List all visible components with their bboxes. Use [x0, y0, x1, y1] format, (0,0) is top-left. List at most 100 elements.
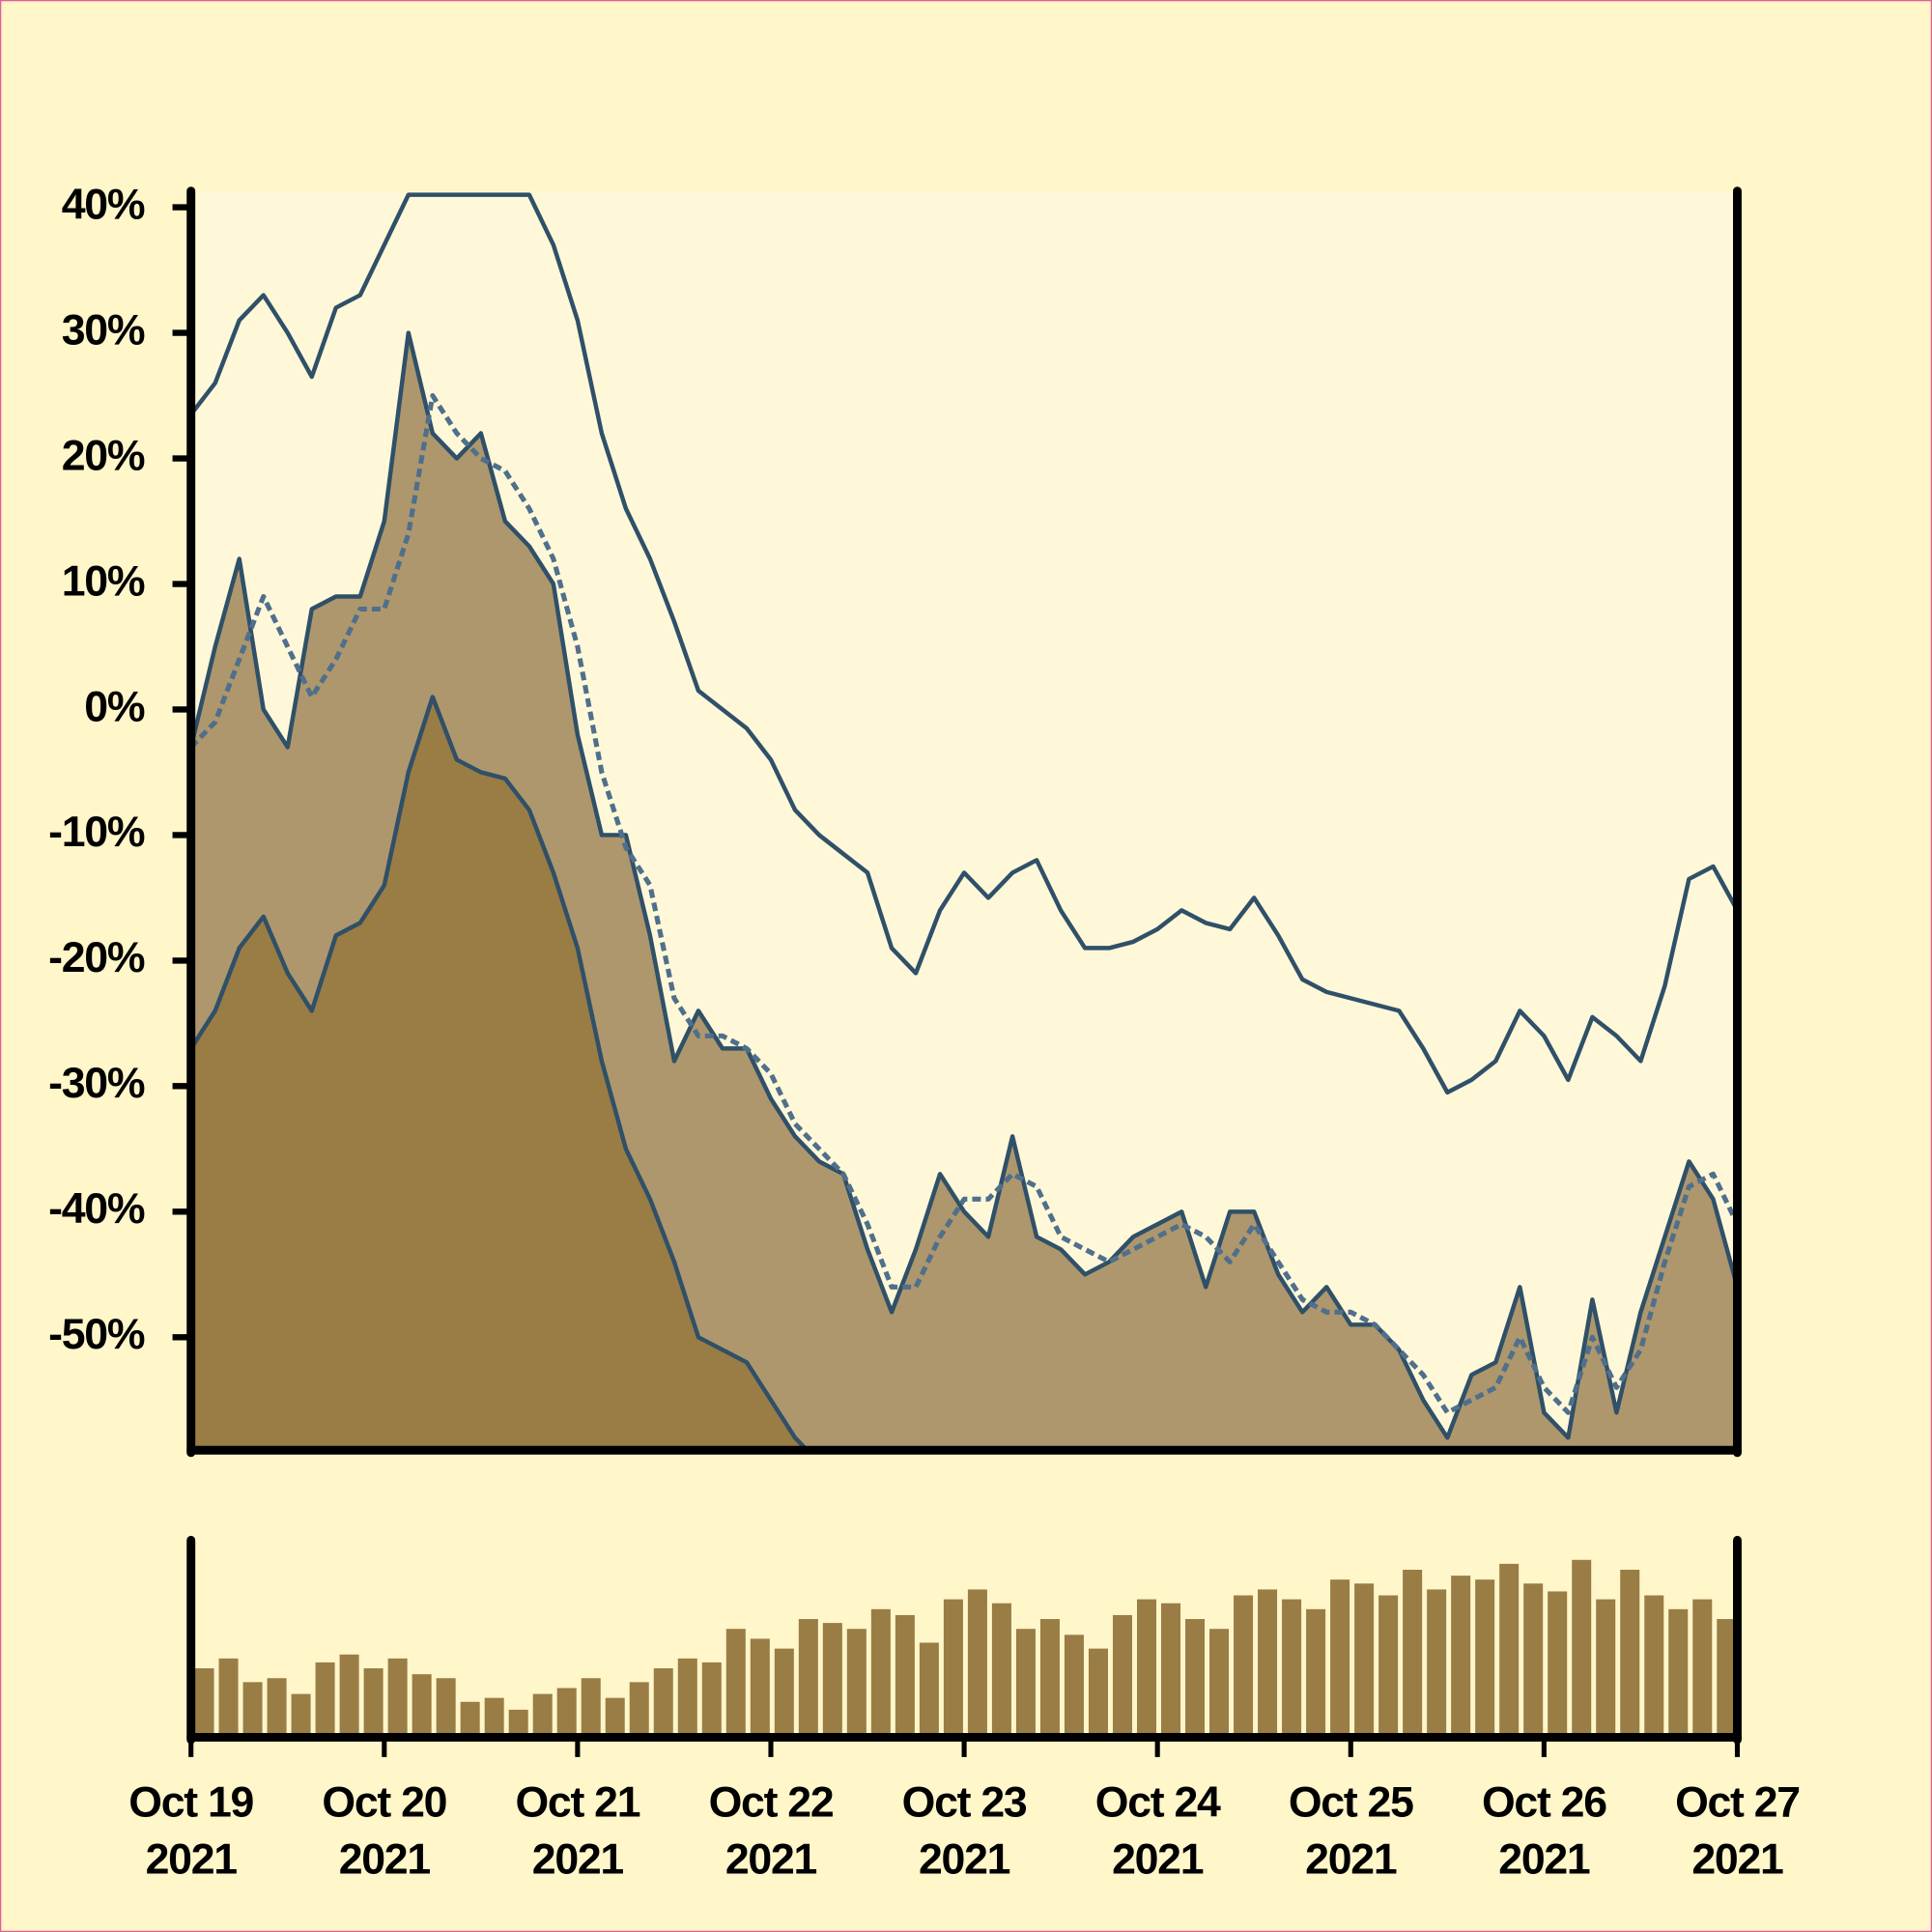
volume-panel [194, 1559, 1737, 1738]
volume-bar [943, 1599, 963, 1738]
x-tick-label-line: Oct 20 [322, 1778, 446, 1826]
x-tick-label-line: Oct 25 [1289, 1778, 1413, 1826]
volume-bar [267, 1678, 287, 1738]
volume-bar [194, 1668, 214, 1738]
volume-bar [242, 1682, 263, 1738]
volume-bar [1330, 1579, 1350, 1738]
volume-bar [412, 1674, 432, 1738]
volume-bar [967, 1589, 987, 1738]
x-tick-label-line: 2021 [146, 1835, 238, 1883]
volume-bar [1403, 1570, 1423, 1738]
volume-bar [846, 1629, 867, 1738]
x-tick-label-line: 2021 [532, 1835, 624, 1883]
volume-bar [508, 1709, 528, 1738]
x-tick-label: Oct 27 2021 [1675, 1778, 1800, 1883]
x-tick-label: Oct 26 2021 [1482, 1778, 1606, 1883]
y-tick-label: 30% [62, 306, 145, 354]
volume-bar [1548, 1591, 1568, 1738]
volume-bar [363, 1668, 384, 1738]
volume-bar [798, 1619, 818, 1738]
volume-bar [484, 1697, 504, 1738]
x-tick-label: Oct 19 2021 [128, 1778, 253, 1883]
volume-bar [1354, 1583, 1375, 1738]
y-tick-label: 0% [84, 683, 145, 730]
volume-bar [701, 1662, 722, 1738]
volume-bar [1088, 1648, 1108, 1738]
x-tick-label-line: Oct 24 [1095, 1778, 1221, 1826]
volume-bar [581, 1678, 601, 1738]
x-tick-label-line: 2021 [1498, 1835, 1590, 1883]
y-tick-label: -50% [48, 1311, 145, 1358]
volume-bar [1234, 1595, 1254, 1738]
y-tick-label: 20% [62, 432, 145, 479]
volume-bar [1161, 1603, 1181, 1738]
volume-bar [895, 1614, 915, 1738]
volume-bar [1692, 1599, 1713, 1738]
y-tick-label: 10% [62, 557, 145, 605]
x-tick-label: Oct 24 2021 [1095, 1778, 1221, 1883]
volume-bar [339, 1654, 359, 1738]
volume-bar [1282, 1599, 1302, 1738]
volume-bar [653, 1668, 673, 1738]
volume-bar [460, 1701, 480, 1738]
volume-bar [532, 1693, 553, 1738]
volume-bar [1064, 1634, 1084, 1738]
volume-bar [1451, 1576, 1471, 1738]
x-tick-label: Oct 20 2021 [322, 1778, 446, 1883]
y-tick-label: -20% [48, 934, 145, 981]
volume-bar [1717, 1619, 1737, 1738]
volume-bar [1596, 1599, 1616, 1738]
x-tick-label-line: Oct 26 [1482, 1778, 1606, 1826]
volume-bar [218, 1658, 239, 1738]
x-tick-label-line: Oct 19 [128, 1778, 253, 1826]
upper-line [190, 192, 1738, 1095]
volume-bar [1572, 1559, 1592, 1738]
volume-bar [725, 1629, 746, 1738]
volume-bar [556, 1688, 577, 1738]
x-tick-label: Oct 23 2021 [902, 1778, 1027, 1883]
volume-bar [1136, 1599, 1157, 1738]
lower-area [190, 696, 808, 1451]
volume-bar [1668, 1608, 1689, 1738]
y-tick-label: -30% [48, 1060, 145, 1107]
volume-bar [870, 1608, 891, 1738]
volume-bar [774, 1648, 794, 1738]
volume-bar [1039, 1619, 1060, 1738]
average-line [190, 393, 1738, 1415]
volume-bar [1306, 1608, 1326, 1738]
axes: -50% -40% -30% -20% -10% 0% 10% 20% 30% 40% Oct 19… [48, 181, 1801, 1883]
volume-bar [605, 1697, 625, 1738]
volume-bar [291, 1693, 311, 1738]
x-tick-label-line: 2021 [339, 1835, 431, 1883]
y-tick-label: 40% [62, 181, 145, 228]
volume-bar [1185, 1619, 1206, 1738]
volume-bar [1475, 1579, 1495, 1738]
y-tick-label: -40% [48, 1185, 145, 1233]
volume-bar [436, 1678, 456, 1738]
volume-bar [919, 1642, 939, 1738]
volume-bar [1209, 1629, 1230, 1738]
volume-bar [1112, 1614, 1132, 1738]
volume-bar [1378, 1595, 1399, 1738]
volume-bar [1015, 1629, 1036, 1738]
volume-bar [1523, 1583, 1544, 1738]
lower-line [190, 695, 810, 1451]
x-tick-label-line: 2021 [1305, 1835, 1397, 1883]
x-tick-label: Oct 22 2021 [709, 1778, 834, 1883]
x-tick-label-line: Oct 21 [516, 1778, 640, 1826]
volume-bar [1258, 1589, 1278, 1738]
volume-bar [1427, 1589, 1447, 1738]
price-line [190, 330, 1738, 1440]
x-tick-label-line: 2021 [1112, 1835, 1204, 1883]
volume-bar [315, 1662, 335, 1738]
x-tick-label-line: Oct 23 [902, 1778, 1027, 1826]
volume-bar [629, 1682, 649, 1738]
x-tick-label: Oct 21 2021 [516, 1778, 640, 1883]
x-tick-label-line: Oct 27 [1675, 1778, 1800, 1826]
plot-area [190, 190, 1738, 1451]
volume-bar [1499, 1563, 1520, 1738]
x-tick-label-line: 2021 [725, 1835, 817, 1883]
volume-bar [991, 1603, 1011, 1738]
volume-bar [822, 1623, 842, 1738]
